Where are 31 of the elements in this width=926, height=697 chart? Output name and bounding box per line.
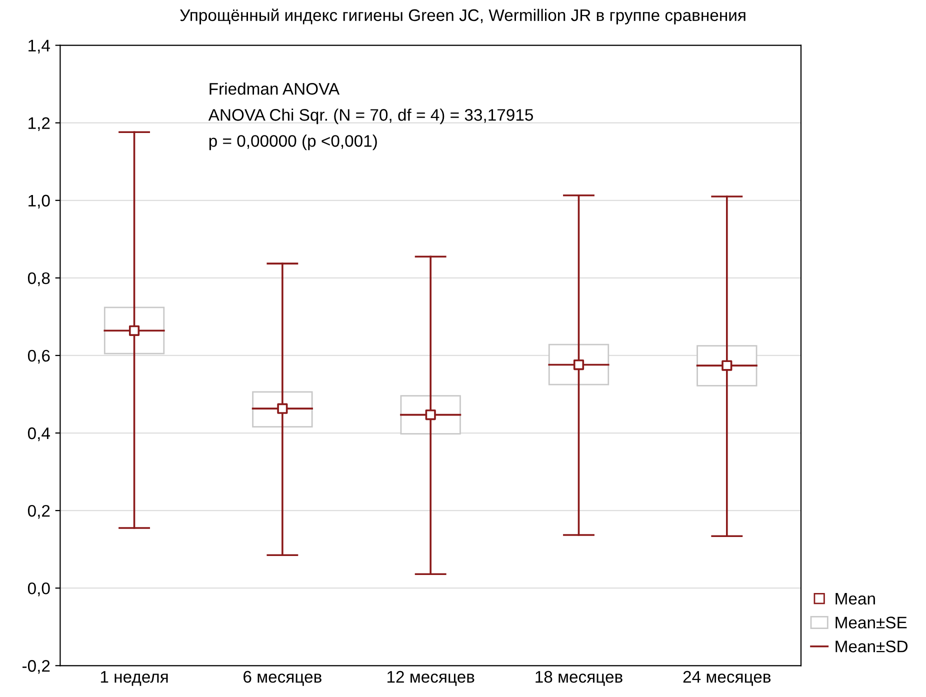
x-tick-label: 6 месяцев <box>244 670 322 686</box>
bar <box>400 395 461 434</box>
bar <box>696 345 758 386</box>
y-tick-label: 1,0 <box>28 194 50 209</box>
y-tick-label: 0,2 <box>28 504 50 519</box>
annotation: Friedman ANOVA <box>210 82 340 95</box>
point <box>128 325 140 336</box>
x-tick-label: 24 месяцев <box>683 670 771 686</box>
y-tick-label: -0,2 <box>22 660 50 674</box>
y-tick-label: 0,6 <box>28 350 50 364</box>
y-tick-label: 1,2 <box>28 117 50 132</box>
x-tick-label: 1 неделя <box>100 671 168 686</box>
legend-label: Mean±SD <box>836 640 908 652</box>
chart-title: Упрощённый индекс гигиены Green JC, Wermillion JR в группе сравнения <box>180 8 746 24</box>
y-tick-label: 0,0 <box>28 582 50 596</box>
point <box>277 403 288 414</box>
x-tick-label: 18 месяцев <box>536 670 622 686</box>
point <box>425 409 436 420</box>
point <box>573 359 584 370</box>
y-tick-label: 0,8 <box>28 272 50 286</box>
annotation: p = 0,00000 (p <0,001) <box>209 134 377 150</box>
annotation: ANOVA Chi Sqr. (N = 70, df = 4) = 33,17915 <box>208 108 534 124</box>
y-tick-label: 1,4 <box>28 40 50 54</box>
legend-label: Mean±SE <box>836 616 907 628</box>
bar <box>252 391 313 428</box>
point <box>722 360 732 371</box>
bar <box>548 344 610 386</box>
y-tick-label: 0,4 <box>28 427 50 442</box>
x-tick-label: 12 месяцев <box>387 670 474 686</box>
legend-label: Mean <box>836 592 875 605</box>
bar <box>104 306 165 354</box>
